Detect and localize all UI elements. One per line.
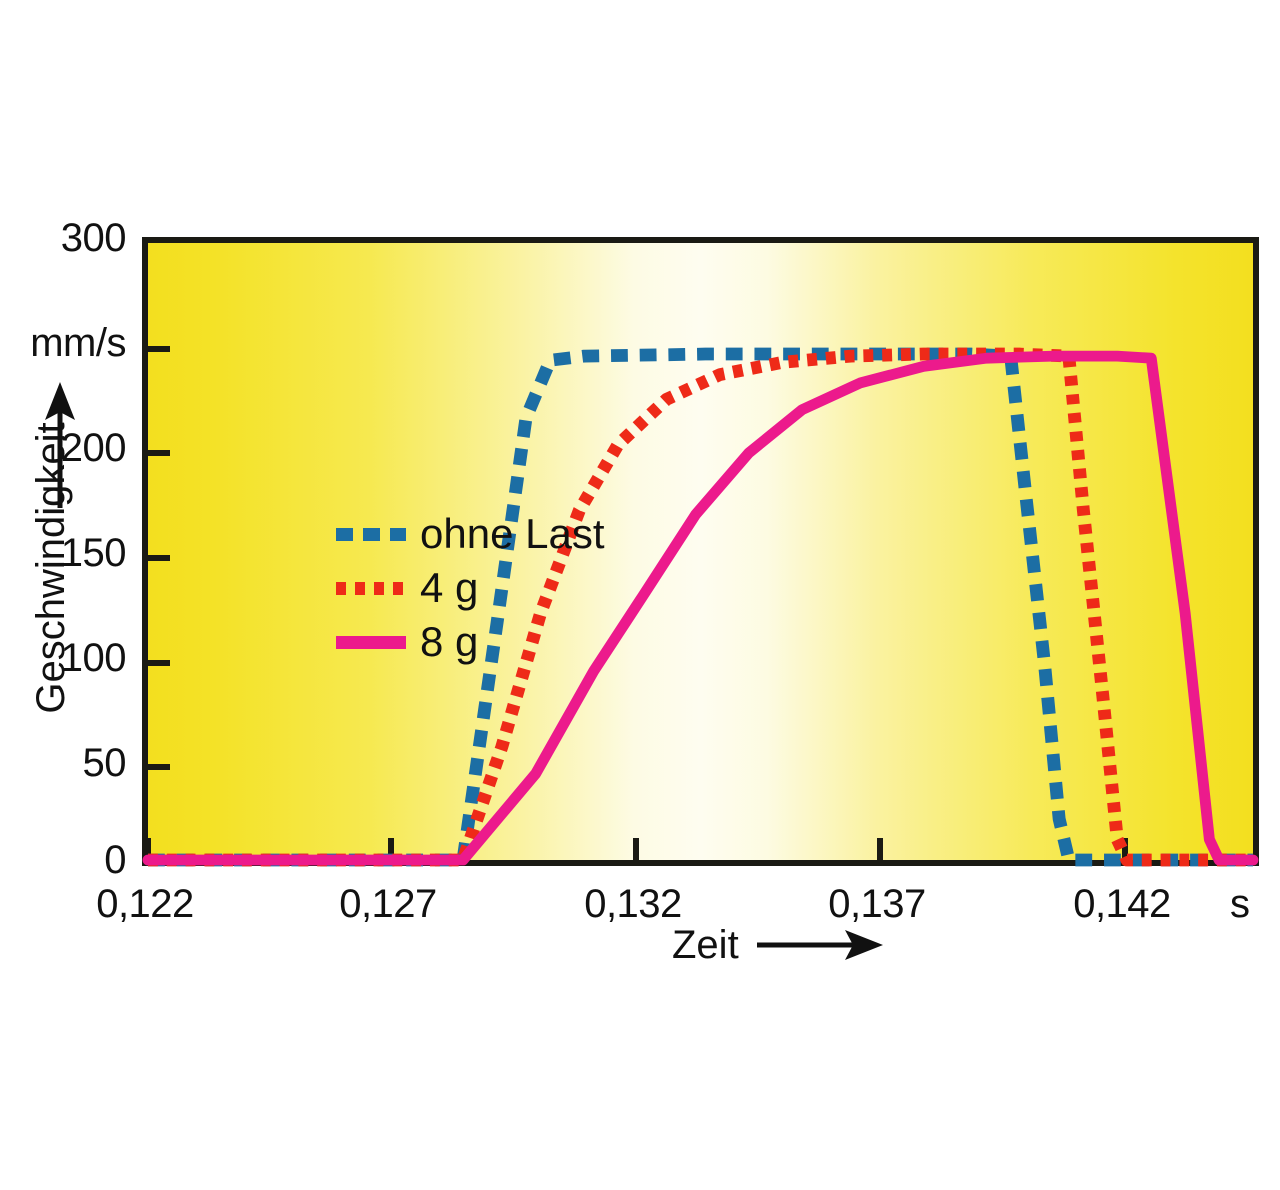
legend-swatch-ohne-last: [336, 527, 406, 541]
y-tick-label-300: 300: [60, 216, 127, 260]
y-tick-mark-250: [144, 346, 170, 352]
chart-legend: ohne Last 4 g 8 g: [336, 507, 605, 669]
curve-canvas: [142, 347, 1259, 867]
legend-item-8g[interactable]: 8 g: [336, 615, 605, 669]
x-tick-label-0137: 0,137: [828, 882, 926, 926]
y-tick-mark-150: [144, 555, 170, 561]
legend-item-4g[interactable]: 4 g: [336, 561, 605, 615]
series-group: [142, 347, 1259, 867]
legend-swatch-8g: [336, 635, 406, 649]
y-tick-label-200: 200: [60, 426, 127, 470]
y-axis-unit-label: mm/s: [30, 321, 126, 365]
legend-item-ohne-last[interactable]: ohne Last: [336, 507, 605, 561]
series-line-ohne-last: [148, 347, 1253, 867]
x-tick-label-0122: 0,122: [96, 882, 194, 926]
y-tick-label-150: 150: [60, 531, 127, 575]
series-line-4-g: [148, 347, 1253, 867]
x-axis-title-group: Zeit: [672, 925, 885, 965]
x-tick-mark-0132: [633, 838, 639, 864]
y-axis-title-group: Geschwindigkeit: [18, 380, 78, 780]
y-tick-label-0: 0: [104, 838, 126, 882]
y-axis-title: Geschwindigkeit: [29, 422, 73, 714]
y-tick-mark-200: [144, 450, 170, 456]
y-tick-label-50: 50: [82, 741, 127, 785]
x-tick-label-0142: 0,142: [1073, 882, 1171, 926]
legend-label-8g: 8 g: [420, 618, 479, 665]
y-tick-mark-50: [144, 764, 170, 770]
x-tick-mark-0122: [145, 838, 151, 864]
y-tick-label-100: 100: [60, 636, 127, 680]
legend-label-4g: 4 g: [420, 564, 479, 611]
x-tick-mark-0127: [388, 838, 394, 864]
x-axis-unit-label: s: [1230, 882, 1250, 926]
x-axis-title: Zeit: [672, 923, 739, 967]
series-line-8-g: [142, 350, 1259, 866]
x-tick-mark-0137: [877, 838, 883, 864]
legend-label-ohne-last: ohne Last: [420, 510, 605, 557]
x-tick-mark-0142: [1122, 838, 1128, 864]
legend-swatch-4g: [336, 581, 406, 595]
plot-area: ohne Last 4 g 8 g: [142, 237, 1259, 867]
y-axis-arrow-icon: [45, 382, 75, 508]
x-tick-label-0132: 0,132: [584, 882, 682, 926]
y-tick-mark-100: [144, 660, 170, 666]
x-axis-arrow-icon: [756, 930, 883, 960]
x-tick-label-0127: 0,127: [339, 882, 437, 926]
